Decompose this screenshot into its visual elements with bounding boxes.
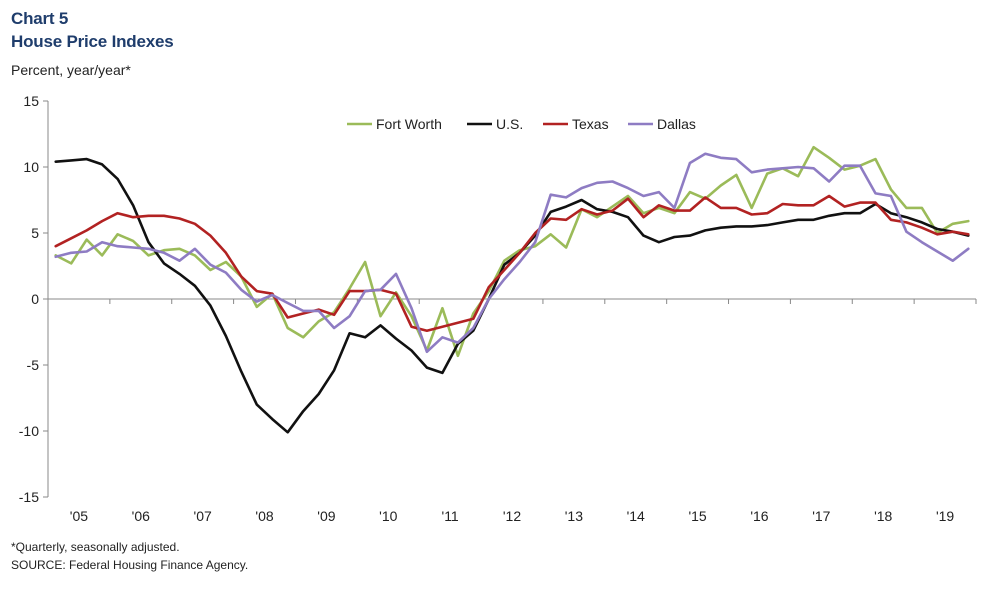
series-line-dallas	[54, 152, 970, 354]
series-line-u-s	[54, 157, 970, 434]
legend: Fort Worth U.S. Texas Dallas	[347, 116, 696, 132]
chart-number: Chart 5	[11, 9, 69, 28]
legend-label: U.S.	[496, 116, 523, 132]
x-tick-label: '09	[317, 508, 335, 524]
x-tick-label: '14	[627, 508, 645, 524]
y-tick-label: 0	[31, 291, 39, 307]
x-tick-label: '12	[503, 508, 521, 524]
x-tick-label: '11	[442, 508, 459, 524]
plot-area	[54, 145, 970, 434]
x-tick-label: '13	[565, 508, 583, 524]
x-tick-label: '16	[750, 508, 768, 524]
x-tick-label: '06	[132, 508, 150, 524]
x-tick-label: '17	[812, 508, 830, 524]
legend-label: Dallas	[657, 116, 696, 132]
legend-label: Fort Worth	[376, 116, 442, 132]
x-tick-label: '07	[194, 508, 212, 524]
footnote: *Quarterly, seasonally adjusted.	[11, 540, 180, 554]
y-tick-label: -10	[19, 423, 39, 439]
series-line-fort-worth	[54, 145, 970, 358]
series-line-texas	[54, 194, 970, 333]
x-tick-label: '08	[255, 508, 273, 524]
y-tick-label: 5	[31, 225, 39, 241]
x-tick-label: '15	[688, 508, 706, 524]
y-axis-label: Percent, year/year*	[11, 62, 131, 78]
chart-title: House Price Indexes	[11, 32, 174, 51]
y-tick-label: 10	[23, 159, 39, 175]
x-tick-label: '19	[936, 508, 954, 524]
y-tick-label: -15	[19, 489, 39, 505]
chart-axes: 15 10 5 0 -5 -10 -15 '05 '06 '07 '08 '09 '10 '11 '12 '1…	[19, 93, 977, 524]
legend-label: Texas	[572, 116, 609, 132]
y-tick-label: -5	[27, 357, 40, 373]
x-tick-label: '18	[874, 508, 892, 524]
y-tick-label: 15	[23, 93, 39, 109]
x-tick-label: '10	[379, 508, 397, 524]
source-note: SOURCE: Federal Housing Finance Agency.	[11, 558, 249, 572]
x-tick-label: '05	[70, 508, 88, 524]
